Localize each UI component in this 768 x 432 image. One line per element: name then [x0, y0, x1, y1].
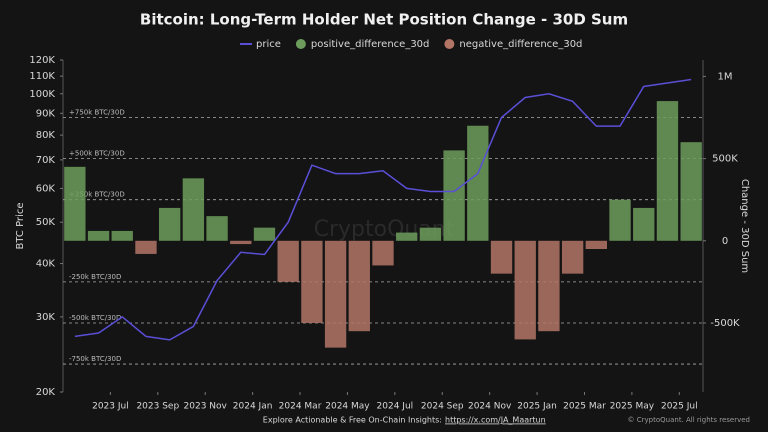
- y-tick-label: 30K: [36, 312, 56, 323]
- bar: [277, 240, 299, 282]
- y2-tick-label: -500K: [710, 318, 740, 329]
- bar: [230, 240, 252, 245]
- bar: [514, 240, 536, 340]
- bar: [372, 240, 394, 266]
- reference-label: +500k BTC/30D: [69, 150, 125, 158]
- bar: [348, 240, 370, 332]
- y-tick-label: 20K: [36, 387, 56, 398]
- copyright: © CryptoQuant. All rights reserved: [628, 416, 750, 424]
- legend-label: price: [256, 39, 281, 50]
- x-tick-label: 2024 Mar: [279, 402, 322, 412]
- y-tick-label: 120K: [29, 55, 55, 66]
- x-tick-label: 2025 Jan: [517, 402, 557, 412]
- x-tick-label: 2024 Jul: [377, 402, 414, 412]
- y-tick-label: 110K: [29, 71, 55, 82]
- y-tick-label: 90K: [36, 108, 56, 119]
- reference-label: +250k BTC/30D: [69, 191, 125, 199]
- bar: [182, 178, 205, 241]
- y2-tick-label: 500K: [712, 154, 738, 165]
- bar: [633, 207, 655, 241]
- bar: [396, 232, 418, 241]
- bar: [87, 230, 110, 241]
- reference-label: +750k BTC/30D: [69, 109, 125, 117]
- bar: [490, 240, 513, 274]
- y2-tick-label: 1M: [718, 71, 733, 82]
- price-line: [74, 78, 692, 341]
- bar: [585, 240, 607, 250]
- footer-link[interactable]: https://x.com/JA_Maartun: [445, 416, 546, 425]
- y2-tick-label: 0: [722, 236, 728, 247]
- x-tick-label: 2023 Jul: [92, 402, 129, 412]
- y-tick-label: 50K: [36, 217, 56, 228]
- bar: [324, 240, 347, 348]
- bar: [301, 240, 323, 323]
- bar: [680, 142, 702, 241]
- y-tick-label: 70K: [36, 155, 56, 166]
- x-tick-label: 2024 Nov: [468, 402, 512, 412]
- reference-label: -500k BTC/30D: [69, 314, 121, 322]
- bar: [206, 216, 228, 241]
- bar: [467, 125, 489, 241]
- reference-label: -250k BTC/30D: [69, 273, 121, 281]
- bar: [443, 150, 465, 241]
- legend-swatch: [444, 39, 455, 49]
- y-tick-label: 100K: [29, 89, 55, 100]
- bar: [111, 230, 133, 241]
- bar: [135, 240, 157, 254]
- x-tick-label: 2024 May: [325, 402, 370, 412]
- x-tick-label: 2023 Sep: [136, 402, 179, 412]
- bar: [159, 207, 181, 241]
- bar: [656, 101, 679, 241]
- x-tick-label: 2024 Sep: [421, 402, 464, 412]
- y-axis-label: BTC Price: [15, 203, 26, 250]
- x-tick-label: 2025 Jul: [661, 402, 698, 412]
- bar: [561, 240, 584, 274]
- bar: [609, 199, 631, 241]
- bar: [538, 240, 560, 332]
- y-tick-label: 60K: [36, 183, 56, 194]
- bar: [64, 166, 86, 241]
- legend-label: negative_difference_30d: [459, 39, 582, 50]
- legend-swatch: [295, 39, 306, 49]
- x-tick-label: 2024 Jan: [233, 402, 273, 412]
- legend-label: positive_difference_30d: [311, 39, 430, 50]
- footer-text: Explore Actionable & Free On-Chain Insig…: [263, 416, 442, 425]
- y2-axis-label: Change - 30D Sum: [739, 179, 750, 273]
- bar: [253, 227, 276, 241]
- y-tick-label: 40K: [36, 259, 56, 270]
- x-tick-label: 2025 Mar: [563, 402, 606, 412]
- y-tick-label: 80K: [36, 130, 56, 141]
- x-tick-label: 2023 Nov: [184, 402, 228, 412]
- reference-label: -750k BTC/30D: [69, 355, 121, 363]
- bar: [419, 227, 442, 241]
- chart-title: Bitcoin: Long-Term Holder Net Position C…: [140, 11, 628, 29]
- x-tick-label: 2025 May: [610, 402, 655, 412]
